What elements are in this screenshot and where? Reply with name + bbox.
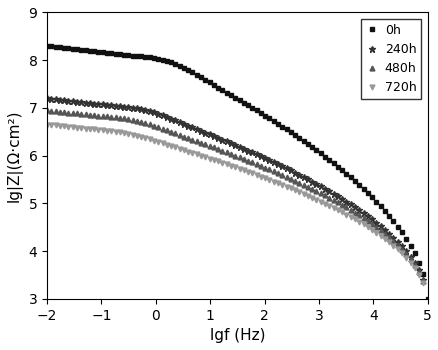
240h — [424, 299, 429, 303]
0h — [407, 244, 412, 248]
0h — [95, 50, 101, 54]
720h — [360, 222, 365, 226]
480h — [159, 127, 165, 131]
Line: 240h: 240h — [44, 95, 430, 304]
240h — [360, 211, 365, 215]
480h — [44, 108, 49, 112]
720h — [44, 122, 49, 127]
0h — [369, 195, 374, 199]
720h — [95, 128, 101, 132]
0h — [424, 297, 429, 301]
X-axis label: lgf (Hz): lgf (Hz) — [209, 328, 265, 343]
480h — [407, 257, 412, 261]
0h — [44, 44, 49, 48]
480h — [360, 216, 365, 220]
240h — [95, 102, 101, 106]
Legend: 0h, 240h, 480h, 720h: 0h, 240h, 480h, 720h — [360, 19, 420, 99]
720h — [407, 260, 412, 265]
480h — [424, 301, 429, 306]
0h — [309, 145, 314, 149]
240h — [309, 180, 314, 184]
480h — [369, 222, 374, 226]
0h — [360, 187, 365, 191]
720h — [309, 196, 314, 200]
720h — [159, 141, 165, 145]
Line: 480h: 480h — [45, 108, 429, 306]
0h — [159, 57, 165, 62]
Line: 720h: 720h — [45, 122, 429, 307]
240h — [44, 96, 49, 100]
240h — [369, 217, 374, 222]
720h — [369, 228, 374, 232]
240h — [159, 113, 165, 117]
480h — [95, 113, 101, 118]
Y-axis label: lg|Z|(Ω·cm²): lg|Z|(Ω·cm²) — [7, 109, 23, 202]
Line: 0h: 0h — [45, 43, 429, 301]
240h — [407, 255, 412, 259]
720h — [424, 302, 429, 307]
480h — [309, 187, 314, 191]
